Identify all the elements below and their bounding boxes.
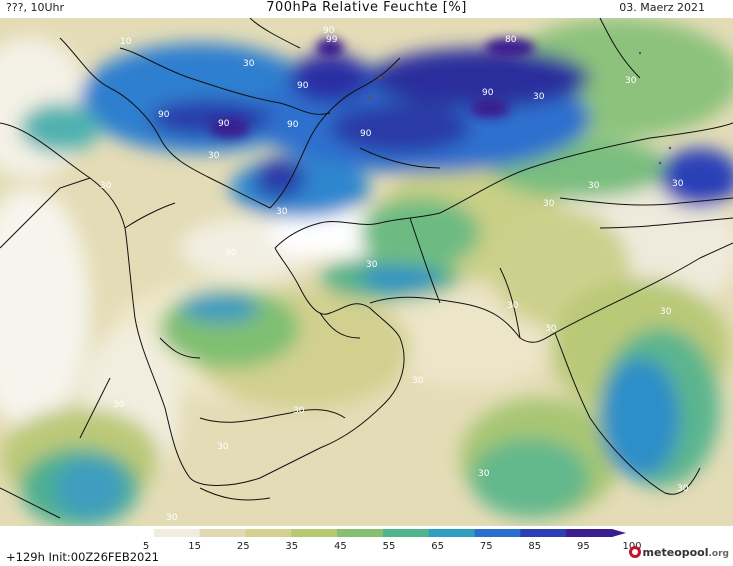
contour-label: 90 [323,26,335,36]
contour-label: 30 [625,76,637,86]
legend-tick-label: 45 [334,541,347,550]
legend-tick-label: 95 [577,541,590,550]
contour-label: 30 [217,442,229,452]
legend-swatch [566,529,613,537]
coastlines [0,18,733,519]
contour-label: 30 [276,207,288,217]
init-time: +129h Init:00Z26FEB2021 [6,550,159,564]
contour-label: 90 [482,88,494,98]
contour-label: 30 [543,199,555,209]
contour-label: 30 [225,248,237,258]
legend-swatch [108,529,155,537]
grid-dots [368,51,672,165]
legend-tick-label: 55 [383,541,396,550]
valid-time: ???, 10Uhr [6,1,65,14]
contour-label: 10 [120,37,132,47]
contour-label: 30 [533,92,545,102]
legend-swatch [474,529,521,537]
valid-date: 03. Maerz 2021 [619,1,705,14]
legend-tick-label: 65 [431,541,444,550]
legend-swatch [520,529,567,537]
color-legend: 5 15 25 35 45 55 65 75 85 95 100 [0,526,733,566]
contour-label: 30 [208,151,220,161]
contour-label: 30 [545,324,557,334]
contour-label: 30 [478,469,490,479]
contour-label: 30 [672,179,684,189]
legend-tick-label: 35 [285,541,298,550]
contour-label: 90 [218,119,230,129]
contour-label: 30 [100,181,112,191]
meteopool-logo-icon [628,546,641,558]
legend-end-arrow [612,529,626,537]
legend-swatch [291,529,338,537]
legend-tick-label: 15 [188,541,201,550]
contour-label: 90 [297,81,309,91]
contour-label: 30 [660,307,672,317]
legend-swatch [428,529,476,537]
contour-label: 90 [158,110,170,120]
brand-suffix: .org [708,549,729,559]
meteopool-logo[interactable]: meteopool.org [628,546,729,559]
contour-label: 30 [366,260,378,270]
legend-tick-label: 100 [622,541,641,550]
contour-label: 30 [588,181,600,191]
legend-tick-label: 75 [480,541,493,550]
contour-labels: 10 30 90 99 80 30 90 90 90 90 90 90 30 3… [100,26,689,523]
contour-label: 30 [113,400,125,410]
humidity-map: 10 30 90 99 80 30 90 90 90 90 90 90 30 3… [0,18,733,526]
contour-label: 30 [507,301,519,311]
contour-label: 30 [243,59,255,69]
legend-tick-label: 85 [528,541,541,550]
header-bar: ???, 10Uhr 700hPa Relative Feuchte [%] 0… [0,0,733,18]
humidity-field [0,18,733,526]
legend-swatch [337,529,384,537]
map-title: 700hPa Relative Feuchte [%] [266,0,467,15]
legend-swatch [199,529,246,537]
brand-name: meteopool [642,546,709,559]
contour-label: 80 [505,35,517,45]
legend-bar: 5 15 25 35 45 55 65 75 85 95 100 [108,529,642,550]
legend-swatch [382,529,430,537]
legend-swatch [153,529,201,537]
legend-tick-label: 25 [237,541,250,550]
contour-label: 30 [412,376,424,386]
contour-label: 99 [326,35,338,45]
contour-label: 90 [287,120,299,130]
legend-tick-label: 5 [143,541,149,550]
contour-label: 30 [293,406,305,416]
legend-swatch [245,529,292,537]
contour-label: 30 [677,484,689,494]
contour-label: 90 [360,129,372,139]
contour-label: 30 [166,513,178,523]
